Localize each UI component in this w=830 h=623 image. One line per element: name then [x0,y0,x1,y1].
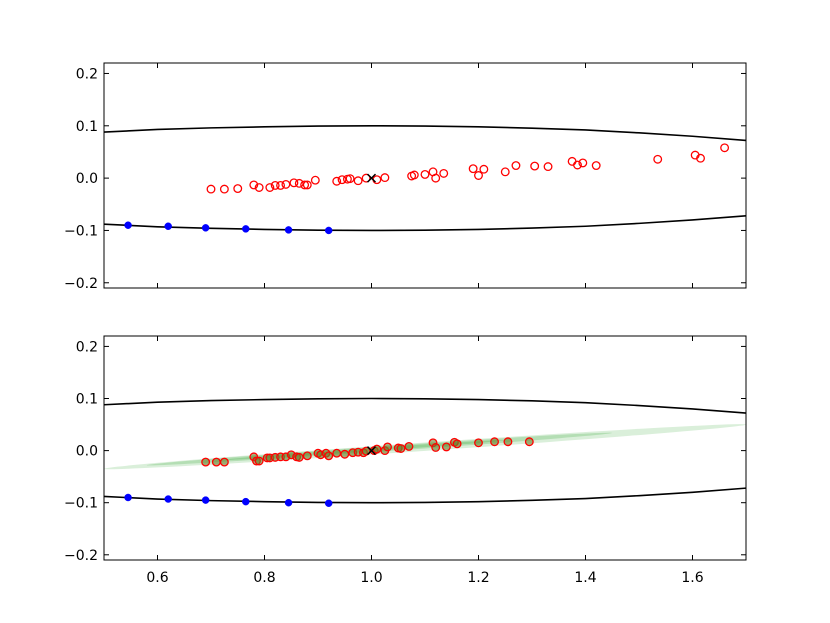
sample-point [396,444,406,453]
y-tick-label: −0.1 [64,496,98,512]
sample-point [420,170,430,179]
x-tick-label: 1.0 [360,570,382,586]
sample-point [404,441,414,451]
y-tick-label: −0.2 [64,548,98,564]
top-subplot: 0.2 0.1 0.0 −0.1 −0.2 [64,62,747,292]
sample-point [439,168,449,178]
upper-boundary-line [104,397,746,414]
blue-point [242,497,250,506]
blue-point [242,225,250,233]
sample-point [219,184,229,194]
blue-point [164,495,172,503]
center-x-marker [366,173,377,183]
sample-point [573,160,582,170]
sample-point [653,154,663,164]
upper-boundary-line [104,124,746,142]
sample-point [254,183,264,192]
sample-point [361,173,371,183]
blue-point [201,224,210,232]
sample-point [294,178,304,188]
lower-boundary-line [104,214,746,232]
sample-point [276,180,285,190]
plot-area [104,397,746,507]
sample-point [479,164,489,174]
sample-point [696,153,705,163]
lower-boundary-line [104,487,746,504]
sample-point [302,451,312,461]
x-tick-label: 0.6 [146,570,168,586]
sample-point [409,170,419,180]
sample-point [281,179,291,189]
sample-point [500,167,510,177]
y-tick-label: 0.0 [76,444,98,460]
x-tick-label: 1.2 [467,570,489,586]
sample-point [211,457,221,467]
sample-point [206,184,216,194]
sample-point [332,176,342,186]
sample-point [578,158,588,168]
sample-point [310,175,320,185]
blue-point [124,221,132,229]
sample-point [372,444,382,454]
blue-point [284,226,293,234]
sample-point [300,180,310,190]
sample-point [249,180,259,190]
sample-point [511,161,521,171]
sample-point [380,173,390,183]
y-tick-label: 0.2 [76,339,98,355]
y-tick-label: 0.1 [76,119,98,135]
sample-point [490,437,499,447]
sample-point [289,178,299,188]
blue-point [124,493,132,502]
sample-point [270,180,280,190]
sample-point [340,449,350,459]
bottom-subplot: 0.2 0.1 0.0 −0.1 −0.2 0.6 0.8 1.0 1.2 1.4 1.6 [64,335,747,586]
sample-point [524,437,534,447]
blue-point [324,226,333,235]
sample-point [720,143,730,153]
sample-point [431,443,441,452]
axes-frame [103,335,747,561]
y-tick-label: 0.2 [76,66,98,82]
sample-point [345,174,355,184]
sample-point [383,442,392,452]
sample-point [324,451,334,461]
plot-area [104,124,746,235]
center-x-marker [366,446,377,456]
sample-point [474,171,483,180]
y-tick-label: −0.2 [64,276,98,292]
y-tick-label: −0.1 [64,223,98,239]
x-tick-label: 1.4 [574,570,596,586]
sample-point [294,452,304,462]
x-tick-label: 1.6 [681,570,703,586]
sample-point [265,183,275,192]
blue-point [164,222,172,231]
sample-point [441,442,451,452]
blue-point [324,499,333,507]
axes-frame [103,62,747,289]
y-tick-label: 0.0 [76,171,98,187]
sample-point [219,457,229,467]
y-tick-label: 0.1 [76,392,98,408]
sample-point [503,437,513,447]
sample-point [254,456,264,466]
blue-point [284,498,293,507]
sample-point [233,184,243,194]
sample-point [468,164,478,174]
sample-point [530,161,540,171]
sample-point [353,176,363,186]
sample-point [591,161,601,171]
x-tick-label: 0.8 [253,570,275,586]
sample-point [332,448,342,458]
sample-point [431,173,441,183]
sample-point [201,457,211,467]
sample-point [543,162,553,172]
sample-point [302,180,312,190]
sample-point [452,439,462,449]
blue-point [201,496,210,504]
sample-point [474,438,483,448]
